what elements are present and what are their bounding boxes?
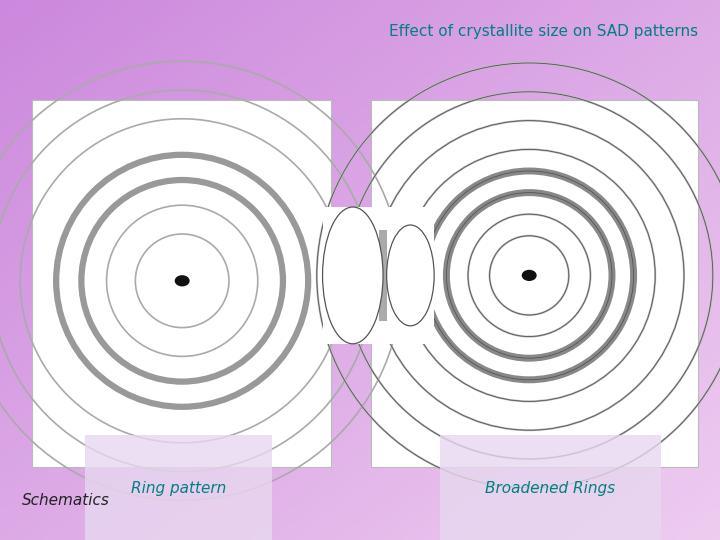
Bar [387,225,434,326]
Bar [323,207,433,344]
FancyBboxPatch shape [32,100,331,467]
Text: Broadened Rings: Broadened Rings [485,481,616,496]
Circle shape [522,270,536,281]
Ellipse shape [323,207,383,344]
FancyBboxPatch shape [371,100,698,467]
Circle shape [175,275,189,286]
Text: Effect of crystallite size on SAD patterns: Effect of crystallite size on SAD patter… [390,24,698,39]
Bar [379,230,387,321]
Text: Ring pattern: Ring pattern [131,481,226,496]
Text: Schematics: Schematics [22,492,109,508]
Ellipse shape [387,225,434,326]
